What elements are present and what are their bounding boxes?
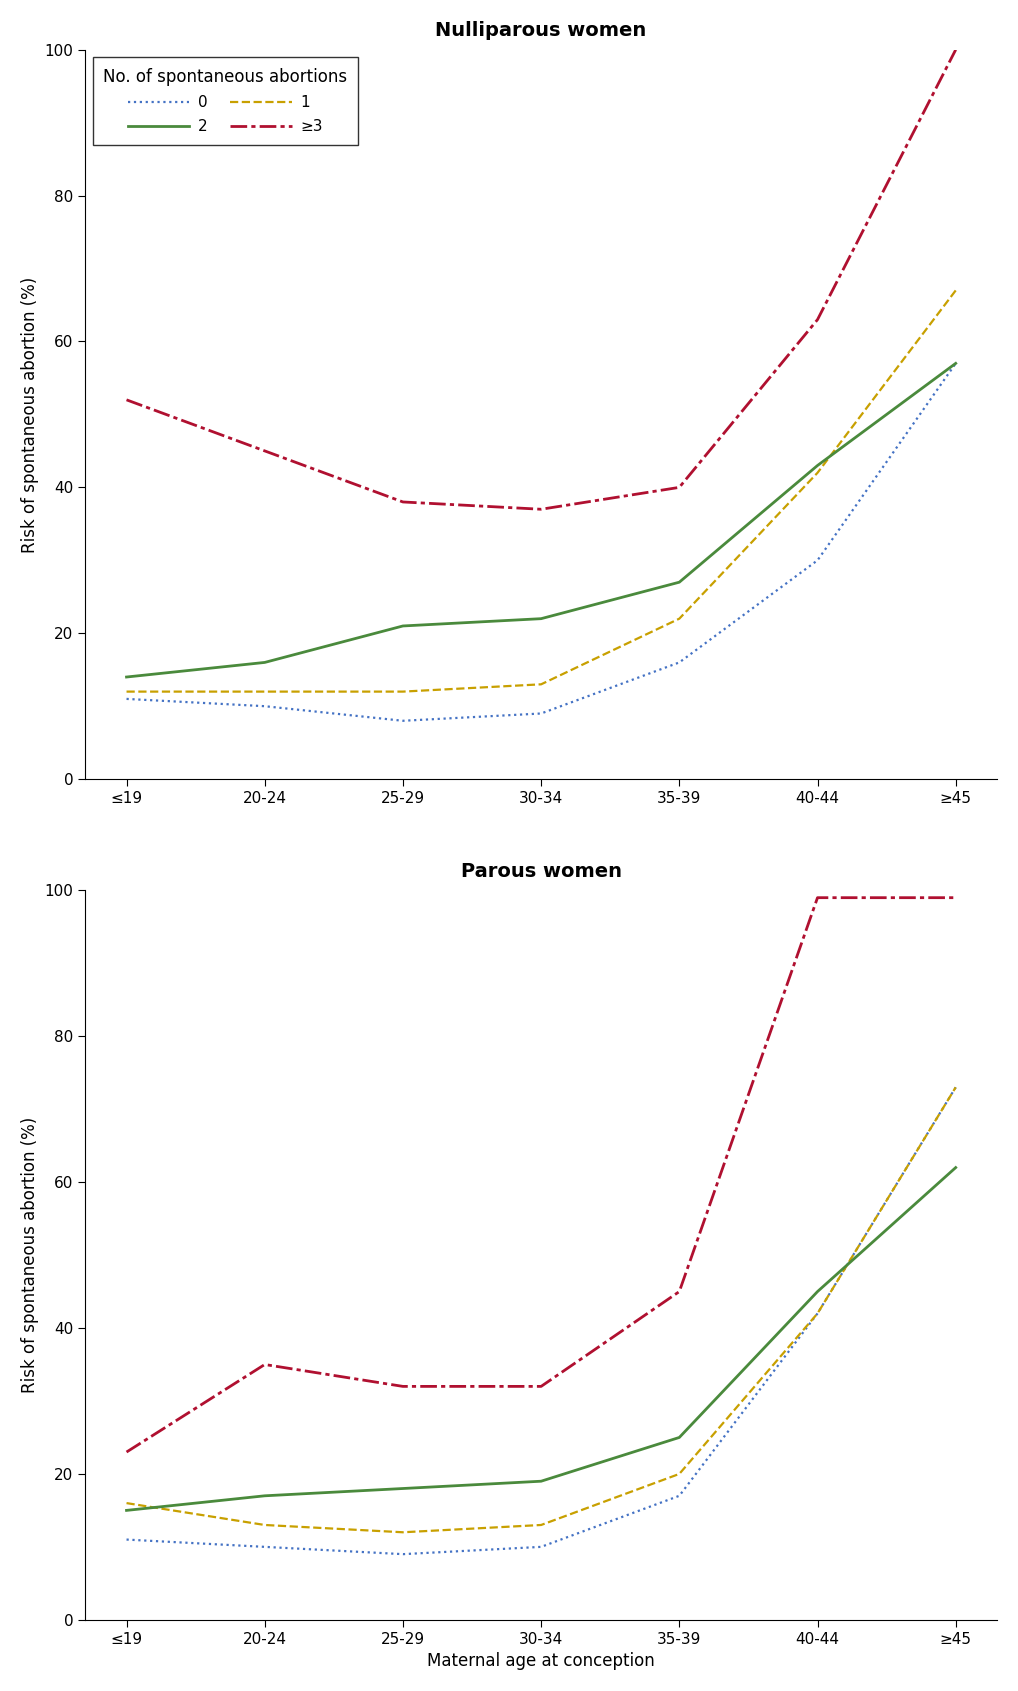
Y-axis label: Risk of spontaneous abortion (%): Risk of spontaneous abortion (%) (20, 276, 39, 553)
Title: Parous women: Parous women (460, 861, 622, 881)
Y-axis label: Risk of spontaneous abortion (%): Risk of spontaneous abortion (%) (20, 1118, 39, 1393)
Legend: 0, 2, 1, ≥3: 0, 2, 1, ≥3 (93, 57, 358, 145)
X-axis label: Maternal age at conception: Maternal age at conception (428, 1652, 655, 1671)
Title: Nulliparous women: Nulliparous women (436, 20, 646, 41)
